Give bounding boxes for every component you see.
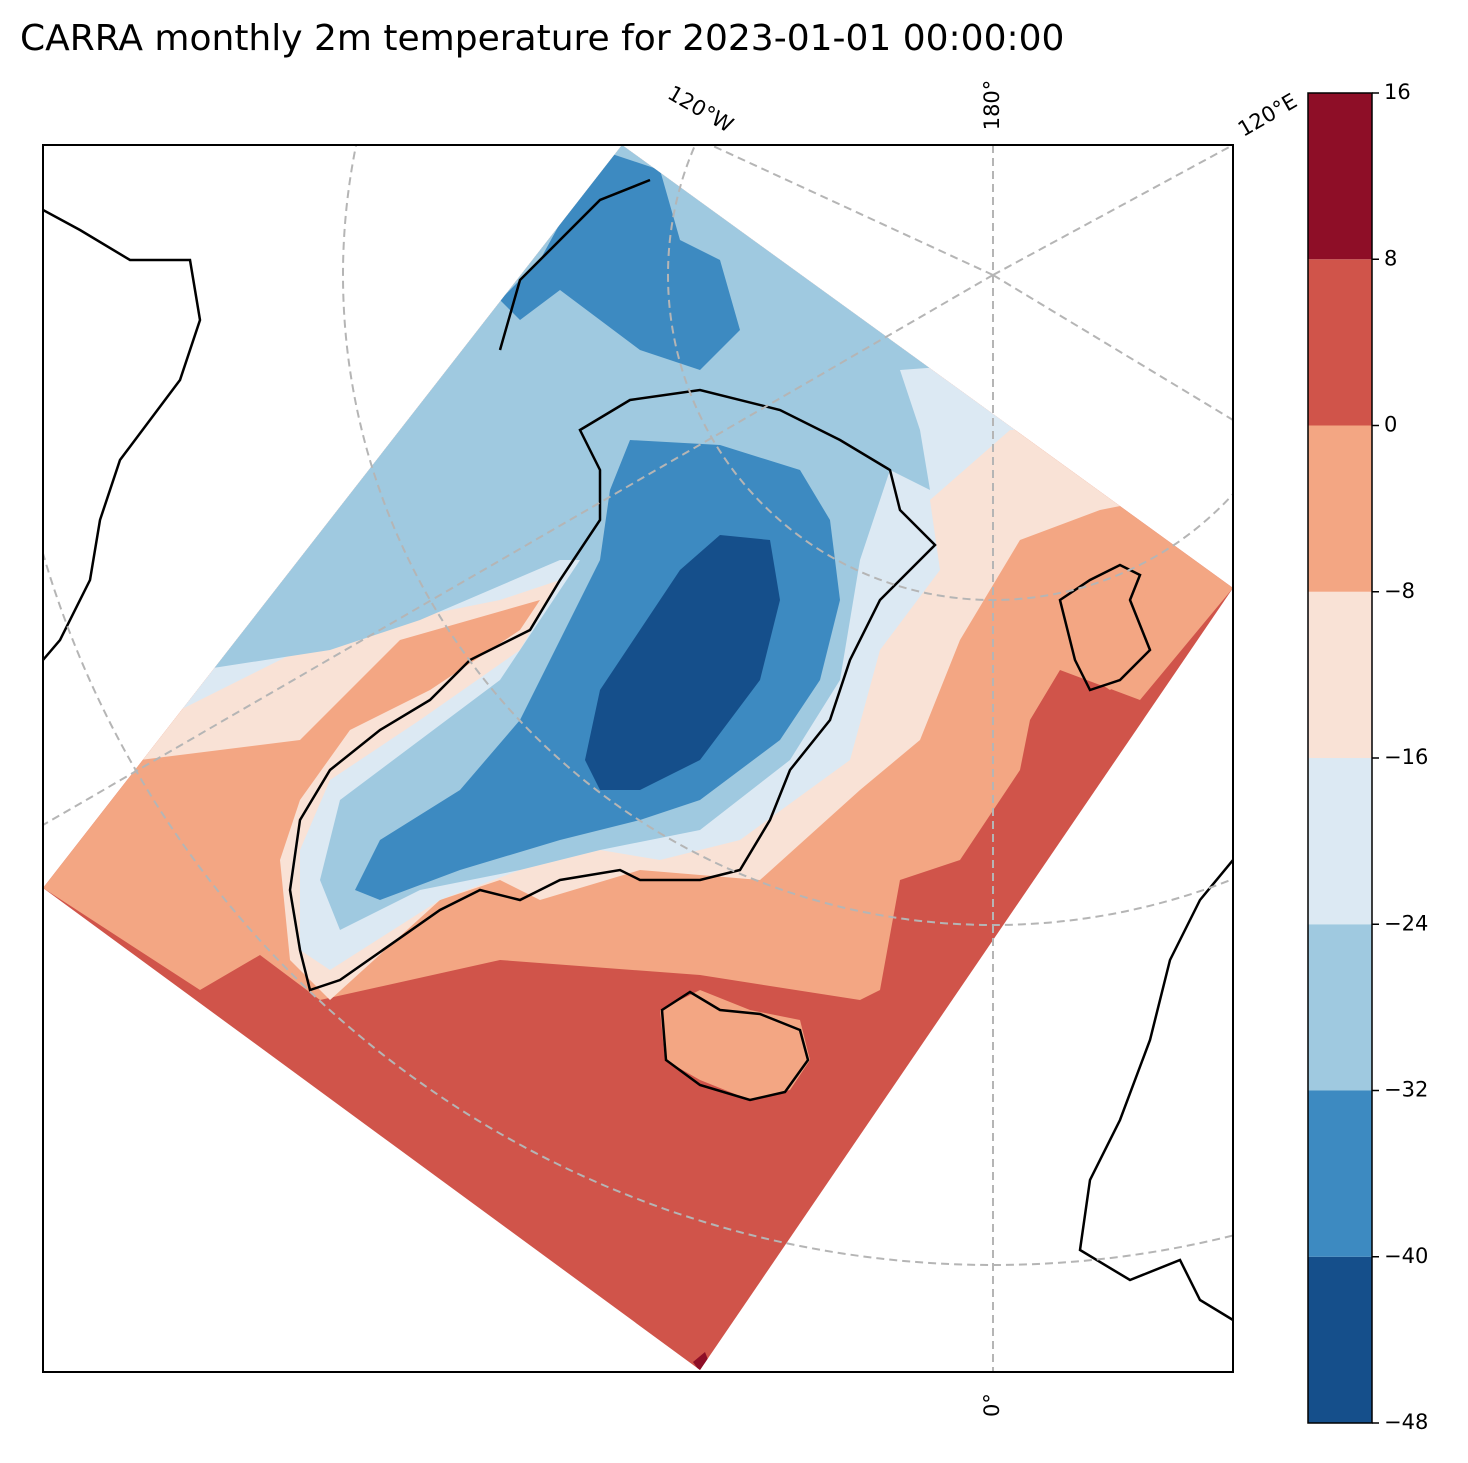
colorbar-segment bbox=[1308, 93, 1372, 260]
colorbar-tick-label: −40 bbox=[1384, 1244, 1428, 1268]
colorbar-segment bbox=[1308, 1256, 1372, 1423]
colorbar-segment bbox=[1308, 591, 1372, 758]
colorbar-segment bbox=[1308, 758, 1372, 925]
svalbard-coast bbox=[1058, 563, 1152, 692]
field-band bbox=[660, 990, 810, 1100]
meridian bbox=[992, 274, 1233, 421]
field-band bbox=[585, 535, 780, 790]
colorbar-tick-label: −48 bbox=[1384, 1410, 1428, 1434]
colorbar-tick-label: 8 bbox=[1384, 246, 1397, 270]
norway-coast bbox=[1078, 859, 1233, 1322]
colorbar-segment bbox=[1308, 259, 1372, 426]
meridian-label: 120°E bbox=[1234, 89, 1301, 142]
colorbar: −48 −40 −32 −24 −16 −8 0 8 16 bbox=[1307, 80, 1428, 1434]
colorbar-tick-label: −16 bbox=[1384, 745, 1428, 769]
meridian bbox=[992, 145, 1233, 276]
colorbar-segment bbox=[1308, 1090, 1372, 1257]
field-band bbox=[1060, 560, 1150, 690]
greenland-coast bbox=[288, 388, 937, 992]
iceland-coast bbox=[660, 990, 810, 1102]
chart-title: CARRA monthly 2m temperature for 2023-01… bbox=[20, 18, 1064, 59]
meridian-label: 0° bbox=[980, 1393, 1004, 1417]
colorbar-tick-label: −8 bbox=[1384, 579, 1415, 603]
field-band bbox=[500, 150, 740, 370]
colorbar-segment bbox=[1308, 425, 1372, 592]
meridian bbox=[708, 145, 994, 276]
colorbar-tick-label: −32 bbox=[1384, 1078, 1428, 1102]
map-frame bbox=[42, 144, 1234, 1373]
colorbar-segment bbox=[1308, 924, 1372, 1091]
ellesmere-coast bbox=[498, 178, 651, 351]
meridian-label: 180° bbox=[980, 80, 1004, 131]
colorbar-tick-label: −24 bbox=[1384, 911, 1428, 935]
meridian bbox=[43, 274, 994, 826]
colorbar-tick-label: 0 bbox=[1384, 413, 1397, 437]
colorbar-tick-label: 16 bbox=[1384, 80, 1411, 104]
meridian-label: 120°W bbox=[664, 81, 738, 138]
canada-coast bbox=[43, 208, 202, 661]
